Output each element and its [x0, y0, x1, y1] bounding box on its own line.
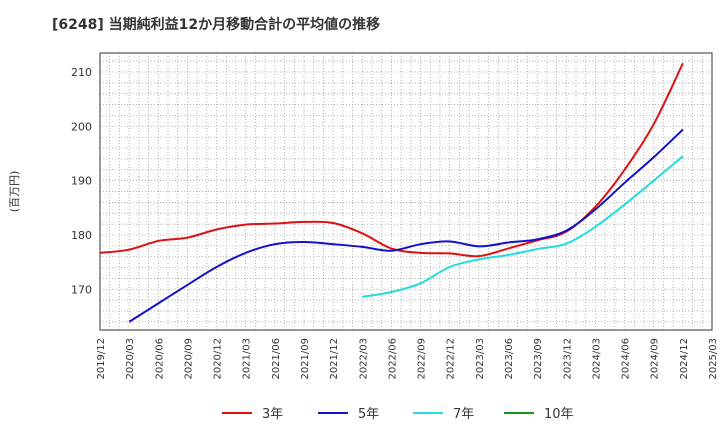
y-tick-label: 200: [71, 120, 92, 133]
series-lines: [99, 62, 684, 323]
x-tick-label: 2022/06: [387, 338, 398, 380]
x-tick-label: 2024/03: [591, 338, 602, 380]
x-tick-label: 2022/12: [446, 338, 457, 380]
series-line-7年: [362, 155, 684, 298]
legend-label: 10年: [544, 407, 574, 422]
x-tick-label: 2023/12: [562, 338, 573, 380]
x-tick-label: 2025/03: [708, 338, 719, 380]
y-axis-label: (百万円): [8, 171, 21, 213]
x-tick-label: 2022/03: [358, 338, 369, 380]
x-tick-label: 2020/03: [125, 338, 136, 380]
x-tick-label: 2024/09: [650, 338, 661, 380]
grid: [100, 53, 712, 330]
x-tick-label: 2023/06: [504, 338, 515, 380]
y-tick-label: 180: [71, 229, 92, 242]
x-axis-ticks: 2019/12 2020/03 2020/06 2020/09 2020/12 2021/…: [96, 338, 719, 380]
x-tick-label: 2023/09: [533, 338, 544, 380]
x-tick-label: 2020/06: [154, 338, 165, 380]
x-tick-label: 2021/03: [242, 338, 253, 380]
x-tick-label: 2021/09: [300, 338, 311, 380]
y-axis-ticks: 170 180 190 200 210: [71, 66, 92, 296]
y-tick-label: 190: [71, 175, 92, 188]
legend-label: 7年: [453, 407, 474, 422]
x-tick-label: 2021/06: [271, 338, 282, 380]
x-tick-label: 2019/12: [96, 338, 107, 380]
x-tick-label: 2023/03: [475, 338, 486, 380]
plot-frame: [99, 52, 713, 331]
x-tick-label: 2024/06: [621, 338, 632, 380]
x-tick-label: 2021/12: [329, 338, 340, 380]
legend-label: 3年: [262, 407, 283, 422]
legend-label: 5年: [358, 407, 379, 422]
y-tick-label: 210: [71, 66, 92, 79]
x-tick-label: 2022/09: [417, 338, 428, 380]
chart-title: [6248] 当期純利益12か月移動合計の平均値の推移: [52, 17, 381, 33]
y-tick-label: 170: [71, 283, 92, 296]
series-line-5年: [128, 128, 684, 323]
series-line-3年: [99, 62, 684, 258]
legend: 3年 5年 7年 10年: [222, 407, 574, 422]
x-tick-label: 2020/09: [183, 338, 194, 380]
x-tick-label: 2024/12: [679, 338, 690, 380]
x-tick-label: 2020/12: [213, 338, 224, 380]
